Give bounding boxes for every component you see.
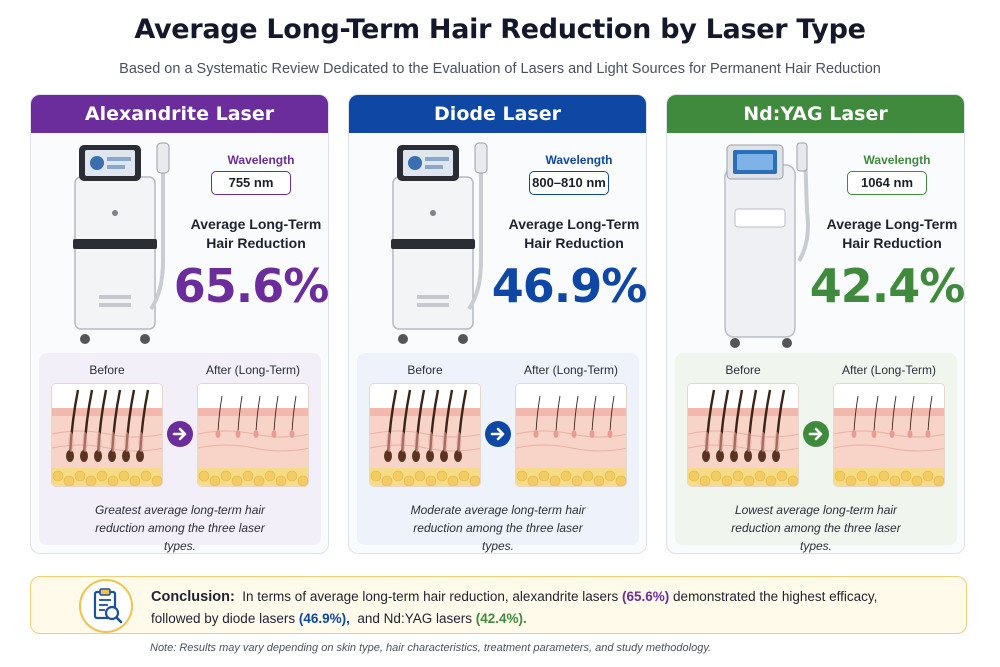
before-label: Before: [89, 363, 125, 377]
conclusion-text-4: and Nd:YAG lasers: [357, 611, 472, 626]
laser-machine-image: [377, 141, 507, 349]
laser-card-diode: Diode Laser Wavelength 800–810 nm Average L…: [348, 94, 647, 554]
laser-machine-image: [59, 141, 189, 349]
after-label: After (Long-Term): [523, 363, 619, 377]
skin-before-illustration: [687, 383, 799, 487]
clipboard-search-icon: [79, 579, 133, 633]
reduction-label: Average Long-Term Hair Reduction: [508, 216, 640, 251]
page-subtitle: Based on a Systematic Review Dedicated t…: [119, 61, 881, 77]
laser-name: Nd:YAG Laser: [743, 103, 888, 125]
wavelength-value: 1064 nm: [847, 171, 927, 195]
laser-machine-image: [695, 141, 825, 349]
before-label: Before: [725, 363, 761, 377]
conclusion-value-alexandrite: (65.6%): [622, 589, 670, 604]
after-label: After (Long-Term): [205, 363, 301, 377]
skin-after-illustration: [197, 383, 309, 487]
card-summary-note: Moderate average long-term hair reductio…: [410, 503, 586, 553]
card-header: Alexandrite Laser: [31, 95, 328, 133]
footnote: Note: Results may vary depending on skin…: [150, 642, 712, 654]
skin-before-illustration: [369, 383, 481, 487]
wavelength-label: Wavelength: [863, 153, 931, 167]
laser-name: Diode Laser: [434, 103, 561, 125]
page-title: Average Long-Term Hair Reduction by Lase…: [134, 14, 866, 45]
after-label: After (Long-Term): [841, 363, 937, 377]
wavelength-value: 755 nm: [211, 171, 291, 195]
before-after-panel: Before After (Long-Term) Lowest average lo…: [675, 353, 957, 553]
wavelength-label: Wavelength: [227, 153, 295, 167]
card-summary-note: Lowest average long-term hair reduction …: [731, 503, 901, 553]
conclusion-text: Conclusion: In terms of average long-ter…: [151, 586, 951, 629]
conclusion-text-1: In terms of average long-term hair reduc…: [242, 589, 619, 604]
arrow-right-icon: [485, 421, 511, 447]
conclusion-text-3: followed by diode lasers: [151, 611, 296, 626]
conclusion-value-diode: (46.9%),: [298, 611, 350, 626]
laser-card-alexandrite: Alexandrite Laser Wavelength 755 nm Average…: [30, 94, 329, 554]
card-summary-note: Greatest average long-term hair reductio…: [94, 503, 266, 553]
card-header: Diode Laser: [349, 95, 646, 133]
wavelength-value: 800–810 nm: [529, 171, 609, 195]
before-label: Before: [407, 363, 443, 377]
card-header: Nd:YAG Laser: [667, 95, 964, 133]
skin-after-illustration: [515, 383, 627, 487]
before-after-panel: Before After (Long-Term) Greatest average …: [39, 353, 321, 553]
reduction-label: Average Long-Term Hair Reduction: [190, 216, 322, 251]
skin-after-illustration: [833, 383, 945, 487]
conclusion-text-2: demonstrated the highest efficacy,: [673, 589, 878, 604]
conclusion-box: Conclusion: In terms of average long-ter…: [30, 576, 967, 634]
conclusion-label: Conclusion:: [151, 589, 235, 605]
reduction-value: 46.9%: [491, 259, 647, 313]
before-after-panel: Before After (Long-Term) Moderate average …: [357, 353, 639, 553]
reduction-label: Average Long-Term Hair Reduction: [826, 216, 958, 251]
laser-name: Alexandrite Laser: [84, 103, 275, 125]
skin-before-illustration: [51, 383, 163, 487]
laser-card-ndyag: Nd:YAG Laser Wavelength 1064 nm Average Lon…: [666, 94, 965, 554]
wavelength-label: Wavelength: [545, 153, 613, 167]
conclusion-value-ndyag: (42.4%).: [475, 611, 527, 626]
reduction-value: 65.6%: [173, 259, 329, 313]
arrow-right-icon: [803, 421, 829, 447]
reduction-value: 42.4%: [809, 259, 965, 313]
arrow-right-icon: [167, 421, 193, 447]
